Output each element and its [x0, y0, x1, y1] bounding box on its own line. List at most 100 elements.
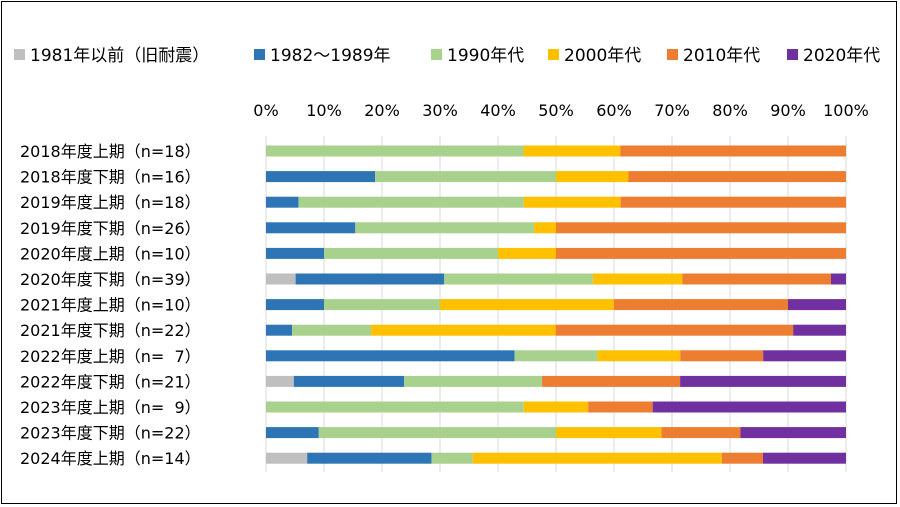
- legend-label: 1981年以前（旧耐震）: [30, 46, 209, 66]
- bar-segment: [620, 145, 846, 157]
- bar-row: [266, 350, 846, 362]
- category-label: 2021年度下期（n=22）: [20, 321, 201, 340]
- legend-label: 2010年代: [683, 46, 760, 66]
- bar-segment: [661, 427, 741, 439]
- category-label: 2020年度下期（n=39）: [20, 270, 201, 289]
- category-label: 2018年度下期（n=16）: [20, 168, 201, 187]
- bar-segment: [266, 247, 324, 259]
- bar-segment: [682, 273, 831, 285]
- bar-segment: [556, 222, 846, 234]
- bar-segment: [375, 171, 556, 183]
- legend-swatch: [667, 49, 678, 60]
- bar-row: [266, 222, 846, 234]
- x-tick-label: 70%: [654, 101, 690, 120]
- category-label: 2023年度下期（n=22）: [20, 424, 201, 443]
- bar-segment: [404, 375, 543, 387]
- bar-segment: [266, 375, 294, 387]
- legend-item: 2000年代: [548, 46, 641, 66]
- bar-segment: [721, 452, 763, 464]
- bar-segment: [266, 196, 299, 208]
- bar-segment: [763, 350, 846, 362]
- legend-item: 1981年以前（旧耐震）: [14, 46, 209, 66]
- bar-segment: [266, 273, 296, 285]
- x-tick-label: 20%: [364, 101, 400, 120]
- bar-segment: [762, 452, 846, 464]
- x-tick-label: 50%: [538, 101, 574, 120]
- legend-item: 2010年代: [667, 46, 760, 66]
- bar-segment: [556, 427, 662, 439]
- legend-swatch: [254, 49, 265, 60]
- bar-row: [266, 273, 846, 285]
- bar-segment: [788, 299, 846, 311]
- legend-label: 2000年代: [564, 46, 641, 66]
- category-label: 2022年度上期（n= 7）: [20, 347, 201, 366]
- category-label: 2024年度上期（n=14）: [20, 449, 201, 468]
- x-tick-label: 0%: [253, 101, 278, 120]
- bar-segment: [431, 452, 473, 464]
- bar-segment: [472, 452, 722, 464]
- bar-segment: [444, 273, 593, 285]
- bar-segment: [542, 375, 681, 387]
- category-labels: 2018年度上期（n=18） 2018年度下期（n=16） 2019年度上期（n=1…: [20, 142, 201, 468]
- legend-label: 1982～1989年: [270, 46, 391, 66]
- bar-segment: [440, 299, 614, 311]
- bar-segment: [266, 324, 293, 336]
- bar-segment: [588, 401, 653, 413]
- bar-segment: [266, 222, 356, 234]
- category-label: 2018年度上期（n=18）: [20, 142, 201, 161]
- bar-row: [266, 171, 846, 183]
- bar-segment: [266, 171, 376, 183]
- legend-swatch: [14, 49, 25, 60]
- bar-segment: [533, 222, 556, 234]
- bar-segment: [555, 324, 794, 336]
- x-tick-label: 40%: [480, 101, 516, 120]
- bar-segment: [371, 324, 556, 336]
- bar-segment: [652, 401, 846, 413]
- legend: 1981年以前（旧耐震） 1982～1989年 1990年代 2000年代 2010年代…: [14, 46, 880, 66]
- bar-segment: [793, 324, 846, 336]
- bar-segment: [556, 247, 846, 259]
- x-tick-label: 90%: [770, 101, 806, 120]
- bar-segment: [514, 350, 598, 362]
- bar-segment: [355, 222, 534, 234]
- bar-segment: [592, 273, 683, 285]
- legend-label: 2020年代: [803, 46, 880, 66]
- x-tick-label: 30%: [422, 101, 458, 120]
- bar-segment: [740, 427, 846, 439]
- legend-item: 1990年代: [431, 46, 524, 66]
- x-axis-ticks: 0% 10% 20% 30% 40% 50% 60% 70% 80% 90% 100%: [253, 101, 869, 120]
- bar-segment: [307, 452, 432, 464]
- bar-segment: [523, 401, 589, 413]
- bar-row: [266, 427, 846, 439]
- legend-item: 2020年代: [787, 46, 880, 66]
- x-tick-label: 10%: [306, 101, 342, 120]
- bar-segment: [597, 350, 681, 362]
- category-label: 2022年度下期（n=21）: [20, 372, 201, 391]
- bar-segment: [620, 196, 846, 208]
- bar-row: [266, 324, 846, 336]
- bar-segment: [298, 196, 524, 208]
- bar-segment: [293, 375, 405, 387]
- x-tick-label: 100%: [823, 101, 869, 120]
- x-tick-label: 60%: [596, 101, 632, 120]
- category-label: 2019年度下期（n=26）: [20, 219, 201, 238]
- bar-row: [266, 452, 846, 464]
- legend-swatch: [431, 49, 442, 60]
- bar-segment: [266, 452, 308, 464]
- bar-segment: [324, 247, 498, 259]
- category-label: 2021年度上期（n=10）: [20, 296, 201, 315]
- bar-segment: [628, 171, 846, 183]
- bar-segment: [266, 350, 515, 362]
- bar-segment: [523, 145, 621, 157]
- legend-item: 1982～1989年: [254, 46, 391, 66]
- legend-swatch: [787, 49, 798, 60]
- bar-segment: [680, 350, 764, 362]
- bar-row: [266, 196, 846, 208]
- bar-segment: [830, 273, 846, 285]
- bar-segment: [266, 299, 324, 311]
- bar-segment: [498, 247, 556, 259]
- bar-segment: [324, 299, 440, 311]
- bar-segment: [318, 427, 556, 439]
- bars: [266, 145, 846, 464]
